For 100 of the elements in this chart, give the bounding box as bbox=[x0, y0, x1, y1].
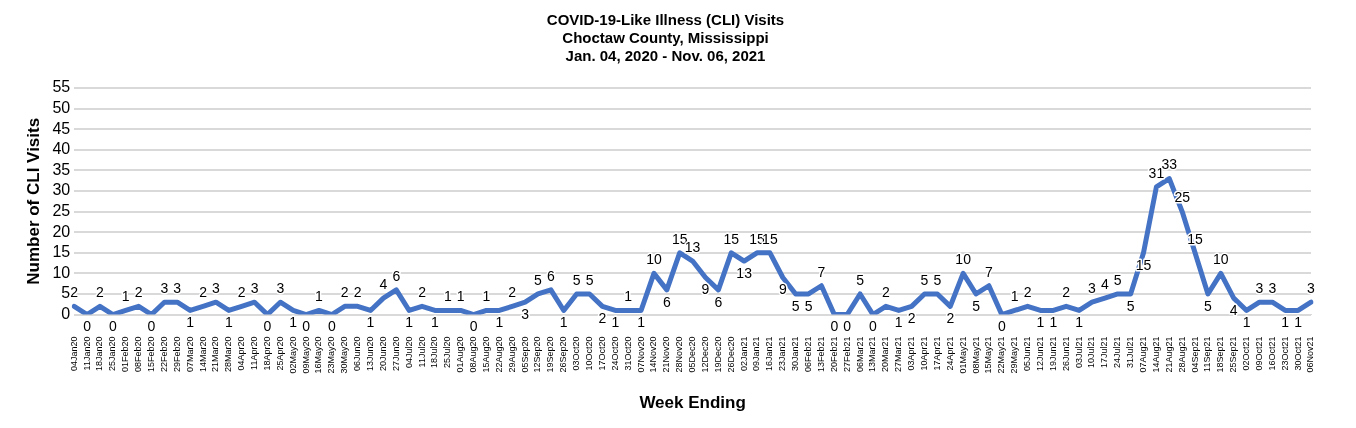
data-label: 2 bbox=[134, 284, 143, 301]
chart-title: COVID-19-Like Illness (CLI) Visits Choctaw County, Mississippi Jan. 04, 2020 - Nov. 06, 2021 bbox=[546, 11, 785, 65]
data-label: 2 bbox=[598, 310, 607, 327]
data-label: 1 bbox=[443, 288, 452, 305]
data-label: 1 bbox=[456, 288, 465, 305]
data-label: 3 bbox=[1268, 280, 1277, 297]
data-label: 3 bbox=[250, 280, 259, 297]
data-label: 33 bbox=[1161, 156, 1178, 173]
x-tick-label: 29Feb20 bbox=[171, 336, 182, 373]
x-tick-label: 16May20 bbox=[313, 336, 324, 374]
x-tick-label: 29May21 bbox=[1009, 336, 1020, 374]
data-label: 3 bbox=[212, 280, 221, 297]
x-tick-label: 25Jan20 bbox=[107, 336, 118, 372]
x-tick-label: 09May20 bbox=[300, 336, 311, 374]
x-tick-label: 03Oct20 bbox=[571, 336, 582, 371]
x-tick-label: 04Jan20 bbox=[68, 336, 79, 372]
x-tick-label: 20Jun20 bbox=[377, 336, 388, 372]
x-tick-label: 07Mar20 bbox=[184, 336, 195, 373]
data-label: 0 bbox=[108, 318, 117, 335]
x-tick-label: 11Jan20 bbox=[81, 336, 92, 371]
x-tick-label: 09Oct21 bbox=[1253, 336, 1264, 371]
y-tick-label: 35 bbox=[52, 160, 71, 178]
data-label: 15 bbox=[762, 230, 778, 247]
x-tick-label: 30Jan21 bbox=[790, 336, 801, 372]
x-tick-label: 19Jun21 bbox=[1047, 336, 1058, 372]
data-label: 5 bbox=[534, 271, 543, 288]
data-label: 0 bbox=[469, 318, 478, 335]
data-label: 6 bbox=[662, 293, 671, 310]
data-label: 2 bbox=[70, 284, 79, 301]
x-tick-label: 03Jul21 bbox=[1073, 336, 1084, 369]
data-label: 6 bbox=[546, 267, 555, 284]
data-label: 5 bbox=[585, 271, 594, 288]
x-tick-label: 18Jul20 bbox=[429, 336, 440, 369]
y-tick-label: 20 bbox=[52, 222, 71, 240]
x-tick-label: 04Apr20 bbox=[236, 336, 247, 371]
x-tick-label: 28Mar20 bbox=[223, 336, 234, 373]
x-tick-label: 26Dec20 bbox=[725, 336, 736, 373]
x-tick-label: 23May20 bbox=[326, 336, 337, 374]
data-label: 5 bbox=[791, 297, 800, 314]
data-label: 1 bbox=[894, 314, 903, 331]
x-tick-label: 04Sep21 bbox=[1189, 336, 1200, 373]
data-label: 3 bbox=[1307, 280, 1316, 297]
y-tick-label: 45 bbox=[52, 119, 71, 137]
data-label: 1 bbox=[1294, 314, 1303, 331]
data-label: 0 bbox=[263, 318, 272, 335]
x-tick-label: 07Aug21 bbox=[1138, 336, 1148, 373]
data-label: 5 bbox=[856, 271, 865, 288]
data-label: 0 bbox=[327, 318, 336, 335]
data-label: 2 bbox=[96, 284, 105, 301]
data-label: 3 bbox=[521, 306, 530, 323]
x-tick-label: 05Jun21 bbox=[1022, 336, 1033, 372]
y-tick-label: 40 bbox=[52, 140, 71, 158]
data-label: 3 bbox=[173, 280, 182, 297]
y-tick-label: 30 bbox=[52, 181, 71, 199]
x-tick-label: 06Jun20 bbox=[352, 336, 363, 372]
data-label: 1 bbox=[1075, 314, 1084, 331]
y-tick-label: 55 bbox=[52, 78, 71, 96]
x-tick-label: 18Apr20 bbox=[261, 336, 272, 371]
x-tick-label: 25Apr20 bbox=[274, 336, 285, 371]
y-tick-label: 25 bbox=[52, 201, 71, 219]
y-tick-label: 50 bbox=[52, 99, 71, 116]
data-label: 0 bbox=[830, 318, 839, 335]
data-label: 5 bbox=[972, 297, 981, 314]
data-label: 1 bbox=[611, 314, 620, 331]
data-label: 0 bbox=[83, 318, 92, 335]
x-tick-label: 05Sep20 bbox=[519, 336, 530, 373]
x-tick-label: 26Jun21 bbox=[1060, 336, 1071, 372]
x-tick-label: 31Jul21 bbox=[1125, 336, 1136, 369]
data-label: 3 bbox=[276, 280, 285, 297]
x-tick-label: 21Mar20 bbox=[210, 336, 221, 373]
x-tick-label: 22Aug20 bbox=[493, 336, 504, 373]
data-label: 1 bbox=[1036, 314, 1045, 331]
data-label: 5 bbox=[1126, 297, 1135, 314]
x-tick-label: 22Feb20 bbox=[158, 336, 169, 373]
data-label: 2 bbox=[508, 284, 517, 301]
x-tick-label: 07Nov20 bbox=[635, 336, 646, 373]
x-tick-label: 24Oct20 bbox=[609, 336, 620, 371]
data-label: 6 bbox=[392, 267, 401, 284]
x-tick-label: 17Oct20 bbox=[596, 336, 607, 371]
x-tick-label: 20Mar21 bbox=[880, 336, 891, 373]
x-tick-label: 12Sep20 bbox=[532, 336, 543, 373]
x-tick-label: 21Aug21 bbox=[1163, 336, 1174, 373]
y-tick-label: 15 bbox=[52, 243, 71, 261]
x-tick-label: 13Feb21 bbox=[815, 336, 826, 373]
data-label: 9 bbox=[778, 281, 787, 298]
data-label: 3 bbox=[1255, 280, 1264, 297]
x-tick-label: 28Nov20 bbox=[674, 336, 685, 373]
data-label: 5 bbox=[572, 271, 581, 288]
data-label: 1 bbox=[366, 314, 375, 331]
x-tick-label: 27Jun20 bbox=[390, 336, 401, 372]
x-tick-label: 12Dec20 bbox=[699, 336, 710, 373]
x-tick-label: 06Nov21 bbox=[1305, 336, 1316, 373]
data-label: 10 bbox=[955, 251, 972, 268]
data-label: 4 bbox=[1229, 301, 1238, 318]
x-tick-label: 18Jan20 bbox=[94, 336, 105, 372]
x-tick-label: 24Apr21 bbox=[944, 336, 955, 371]
x-tick-label: 14Mar20 bbox=[197, 336, 208, 373]
x-tick-label: 10Jul21 bbox=[1086, 336, 1097, 369]
data-label: 5 bbox=[1204, 297, 1213, 314]
x-tick-label: 26Sep20 bbox=[558, 336, 569, 373]
